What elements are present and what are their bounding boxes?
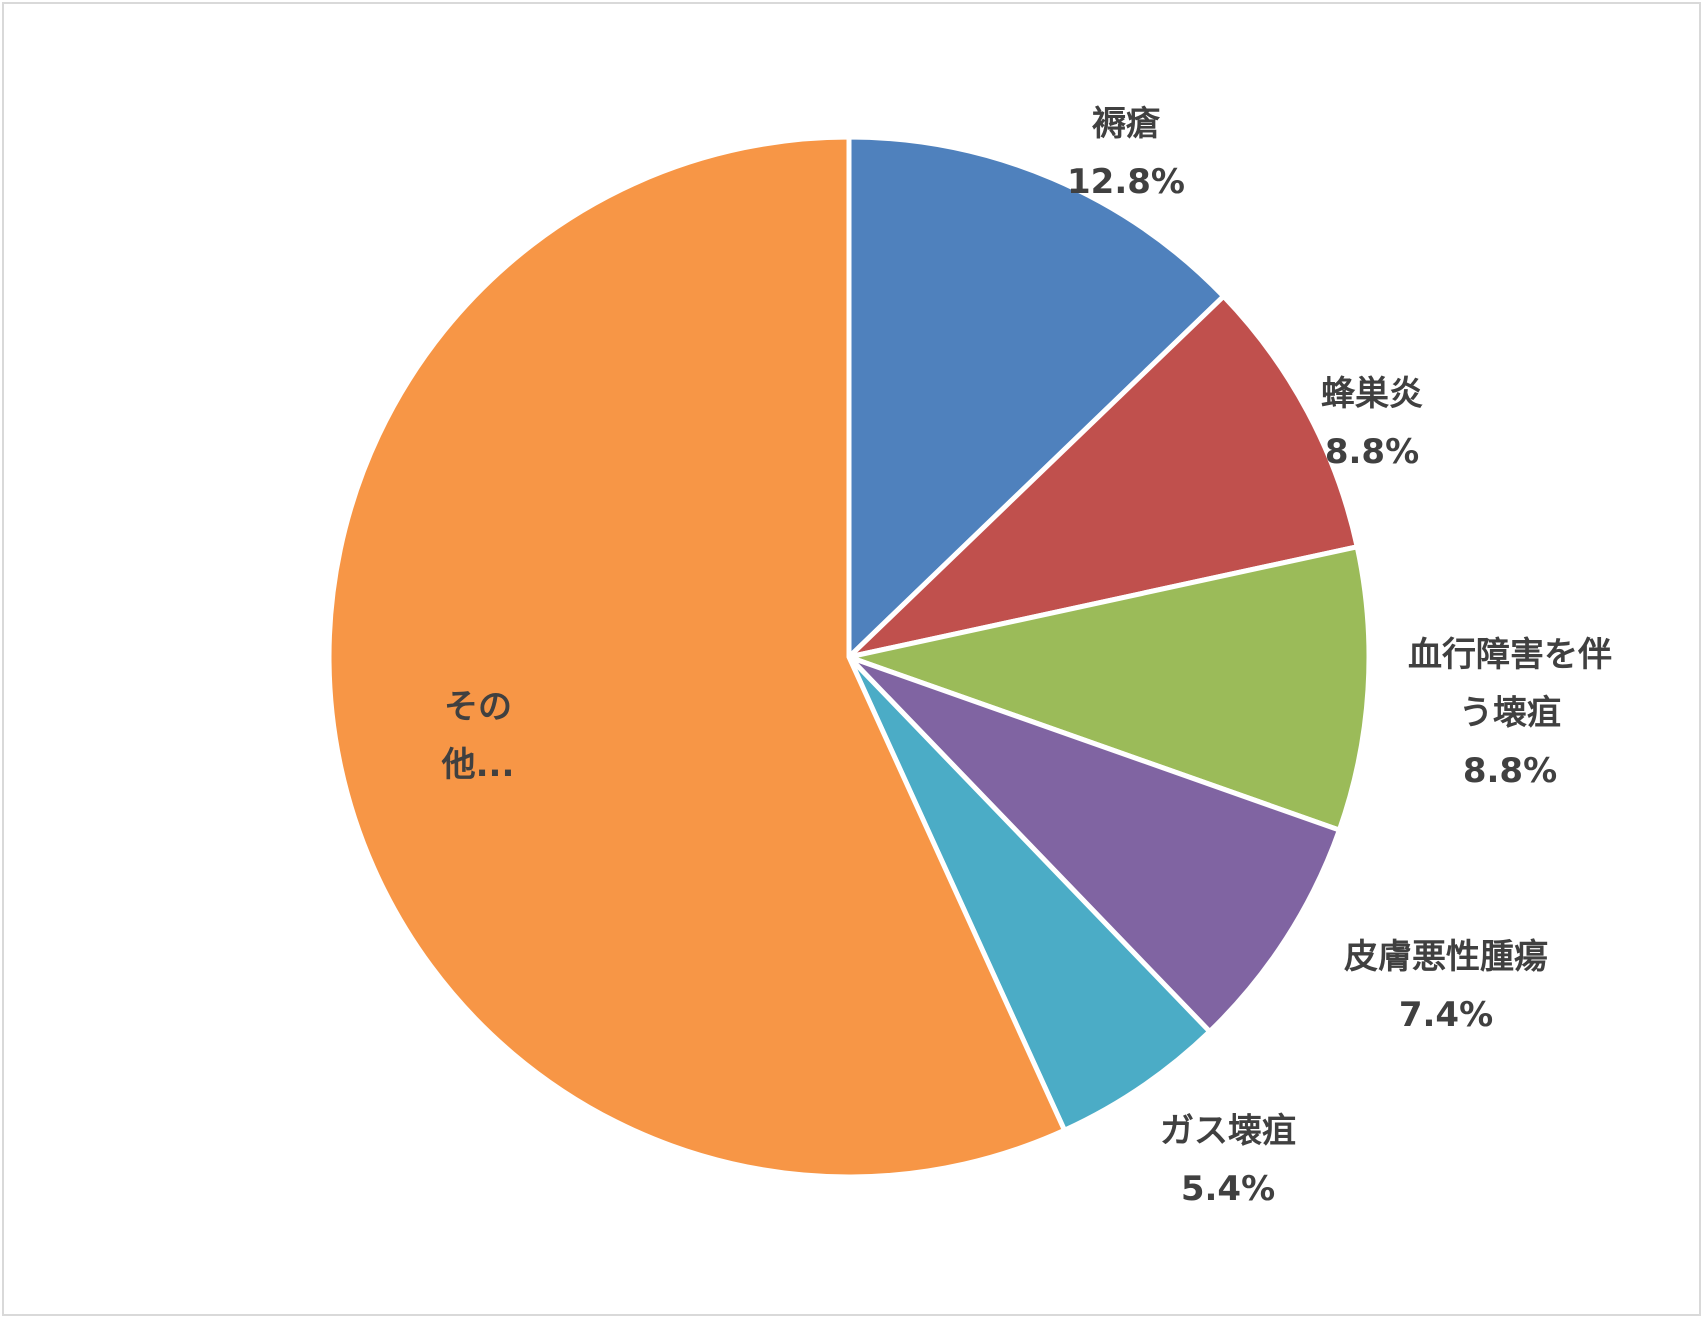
data-label-name-line: 褥瘡 xyxy=(1092,104,1161,144)
pie-slice-2 xyxy=(846,544,1372,833)
pie-labels: 褥瘡 12.8% 蜂巣炎 8.8% 血行障害を伴う壊疽 8.8% 皮膚悪性腫瘍 7.4% ガス壊… xyxy=(441,104,1612,1209)
data-label-value: 7.4% xyxy=(1399,995,1493,1035)
pie-chart: 褥瘡 12.8% 蜂巣炎 8.8% 血行障害を伴う壊疽 8.8% 皮膚悪性腫瘍 7.4% ガス壊… xyxy=(326,104,1612,1209)
data-label-value: 5.4% xyxy=(1181,1169,1275,1209)
data-label-value: 8.8% xyxy=(1463,751,1557,791)
data-label-name-line: 蜂巣炎 xyxy=(1321,374,1423,414)
data-label-3: 皮膚悪性腫瘍 7.4% xyxy=(1344,937,1548,1035)
data-label-value: 12.8% xyxy=(1067,162,1185,202)
data-label-2: 血行障害を伴う壊疽 8.8% xyxy=(1408,635,1612,791)
pie-slice-4 xyxy=(846,654,1213,1133)
data-label-1: 蜂巣炎 8.8% xyxy=(1321,374,1423,472)
pie-slice-5 xyxy=(326,134,1067,1180)
pie-slice-0 xyxy=(846,134,1227,660)
data-label-name-line: その xyxy=(444,687,512,727)
data-label-5: その他... xyxy=(441,687,515,785)
pie-slice-1 xyxy=(846,293,1360,660)
data-label-name-line: う壊疽 xyxy=(1459,693,1561,733)
data-label-4: ガス壊疽 5.4% xyxy=(1160,1111,1296,1209)
data-label-name-line: 他... xyxy=(441,745,515,785)
data-label-name-line: 血行障害を伴 xyxy=(1408,635,1612,675)
pie-slices xyxy=(326,134,1372,1180)
data-label-name-line: ガス壊疽 xyxy=(1160,1111,1296,1151)
data-label-name-line: 皮膚悪性腫瘍 xyxy=(1344,937,1548,977)
data-label-value: 8.8% xyxy=(1325,432,1419,472)
pie-slice-3 xyxy=(846,654,1342,1035)
data-label-0: 褥瘡 12.8% xyxy=(1067,104,1185,202)
